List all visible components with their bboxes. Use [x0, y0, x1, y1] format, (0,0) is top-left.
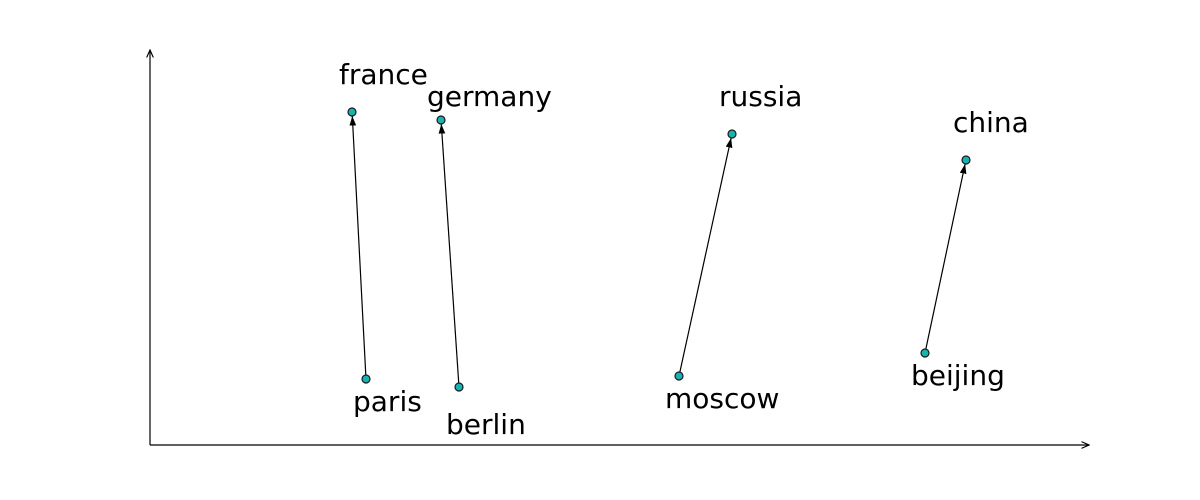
node-paris	[361, 374, 371, 384]
node-beijing	[920, 348, 930, 358]
label-berlin: berlin	[446, 408, 526, 441]
node-china	[961, 155, 971, 165]
nodes	[347, 107, 971, 392]
link-paris-france	[349, 115, 367, 380]
node-france	[347, 107, 357, 117]
label-germany: germany	[427, 80, 552, 113]
axes	[150, 50, 1089, 445]
node-germany	[436, 115, 446, 125]
label-france: france	[339, 58, 428, 91]
label-china: china	[953, 106, 1029, 139]
node-moscow	[674, 371, 684, 381]
link-moscow-russia	[678, 137, 733, 377]
label-paris: paris	[353, 385, 422, 418]
label-beijing: beijing	[911, 359, 1005, 392]
label-russia: russia	[719, 80, 802, 113]
labels: france germany russia china paris berlin…	[339, 58, 1029, 441]
node-berlin	[454, 382, 464, 392]
links	[349, 115, 967, 388]
node-russia	[727, 129, 737, 139]
label-moscow: moscow	[665, 382, 779, 415]
link-berlin-germany	[438, 123, 460, 388]
link-beijing-china	[924, 163, 967, 354]
